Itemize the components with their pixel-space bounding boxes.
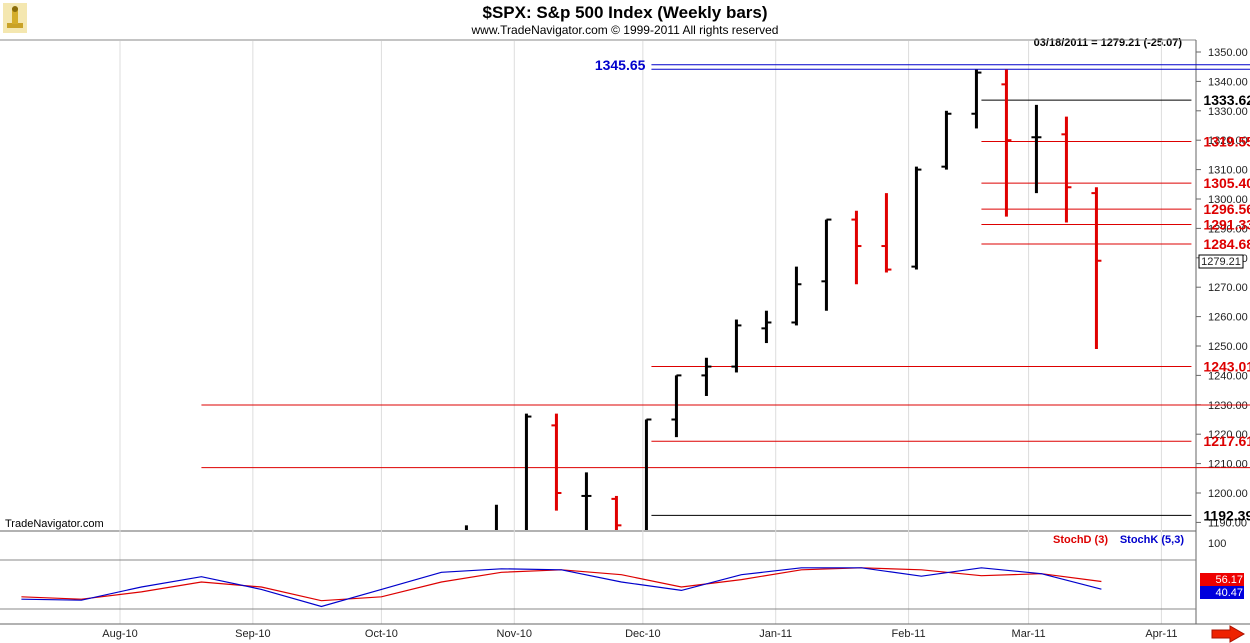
time-axis-label: Aug-10 — [102, 628, 137, 640]
level-label: 1345.65 — [595, 57, 646, 73]
time-axis-label: Sep-10 — [235, 628, 270, 640]
price-tick-label: 1340.00 — [1208, 76, 1248, 88]
time-axis-label: Mar-11 — [1012, 628, 1046, 640]
level-label: 1319.55 — [1203, 134, 1250, 150]
ohlc-bar — [611, 495, 622, 530]
stochk-value-badge — [1200, 586, 1244, 599]
ohlc-bar — [821, 218, 832, 311]
ohlc-bar — [494, 504, 498, 530]
ohlc-bar — [851, 210, 862, 285]
ohlc-bar — [881, 193, 892, 273]
ohlc-bar — [464, 525, 468, 530]
ohlc-bar — [971, 69, 982, 129]
vertical-grid — [119, 41, 1162, 624]
level-label: 1243.01 — [1203, 359, 1250, 375]
price-tick-label: 1230.00 — [1208, 400, 1248, 412]
stoch-tick-100: 100 — [1208, 538, 1226, 550]
price-tick-label: 1210.00 — [1208, 459, 1248, 471]
ohlc-bar — [524, 413, 532, 530]
level-label: 1192.39 — [1203, 507, 1250, 523]
legend-stochk: StochK (5,3) — [1120, 534, 1185, 546]
last-price-badge — [1198, 254, 1244, 269]
price-tick-label: 1240.00 — [1208, 370, 1248, 382]
level-label: 1333.62 — [1203, 92, 1250, 108]
time-axis-labels: Aug-10 Sep-10 Oct-10 Nov-10 Dec-10 Jan-11 Feb-… — [102, 628, 1177, 640]
time-axis-label: Nov-10 — [497, 628, 532, 640]
price-tick-label: 1300.00 — [1208, 194, 1248, 206]
price-tick-label: 1310.00 — [1208, 165, 1248, 177]
price-tick-label: 1220.00 — [1208, 429, 1248, 441]
ohlc-bar — [581, 472, 592, 530]
stochd-value-badge — [1200, 573, 1244, 586]
price-tick-label: 1200.00 — [1208, 488, 1248, 500]
stochk-value: 40.47 — [1215, 587, 1243, 599]
price-axis-ticks: 1350.00 1340.00 1330.00 1320.00 1310.00 1300.… — [1196, 47, 1248, 529]
price-tick-label: 1320.00 — [1208, 135, 1248, 147]
ohlc-bar — [671, 374, 682, 438]
ohlc-bar — [1091, 187, 1102, 349]
ohlc-bar — [941, 110, 952, 170]
last-price-label: 1279.21 — [1201, 256, 1241, 268]
level-label: 1284.68 — [1203, 236, 1250, 252]
ohlc-bar — [551, 413, 562, 511]
price-tick-label: 1350.00 — [1208, 47, 1248, 59]
price-tick-label: 1270.00 — [1208, 282, 1248, 294]
ohlc-bar — [731, 319, 742, 373]
time-axis-label: Oct-10 — [365, 628, 398, 640]
ohlc-bar — [911, 166, 922, 270]
right-arrow-icon[interactable] — [1211, 625, 1246, 643]
stoch-series-line — [21, 567, 1102, 608]
level-label: 1291.33 — [1203, 216, 1250, 232]
time-axis-label: Apr-11 — [1145, 628, 1177, 640]
last-quote: 03/18/2011 = 1279.21 (-25.07) — [1034, 37, 1183, 49]
price-tick-label: 1260.00 — [1208, 312, 1248, 324]
ohlc-bar — [1061, 116, 1072, 223]
level-label: 1296.56 — [1203, 201, 1250, 217]
stochastic-lines — [21, 567, 1102, 608]
level-label: 1217.61 — [1203, 433, 1250, 449]
time-axis-label: Feb-11 — [892, 628, 926, 640]
trade-navigator-logo-icon — [3, 3, 27, 33]
price-tick-label: 1290.00 — [1208, 223, 1248, 235]
ohlc-bar — [644, 418, 652, 530]
ohlc-bar — [1001, 69, 1012, 217]
chart-title: $SPX: S&p 500 Index (Weekly bars) — [482, 3, 767, 22]
ohlc-bar — [1031, 104, 1042, 194]
ohlc-bar — [761, 310, 772, 344]
ohlc-bar — [791, 266, 802, 326]
watermark: TradeNavigator.com — [5, 518, 104, 530]
ohlc-bars — [464, 69, 1102, 530]
copyright-notice: www.TradeNavigator.com © 1999-2011 All r… — [471, 23, 779, 37]
legend-stochd: StochD (3) — [1053, 534, 1108, 546]
ohlc-bar — [701, 357, 712, 396]
level-lines: 1345.651344.131333.621319.551305.401296.… — [201, 57, 1250, 523]
price-tick-label: 1190.00 — [1208, 517, 1247, 529]
price-tick-label: 1250.00 — [1208, 341, 1248, 353]
stochd-value: 56.17 — [1215, 574, 1243, 586]
level-label: 1305.40 — [1203, 175, 1250, 191]
time-axis-label: Jan-11 — [759, 628, 792, 640]
time-axis-label: Dec-10 — [625, 628, 660, 640]
price-tick-label: 1330.00 — [1208, 106, 1248, 118]
